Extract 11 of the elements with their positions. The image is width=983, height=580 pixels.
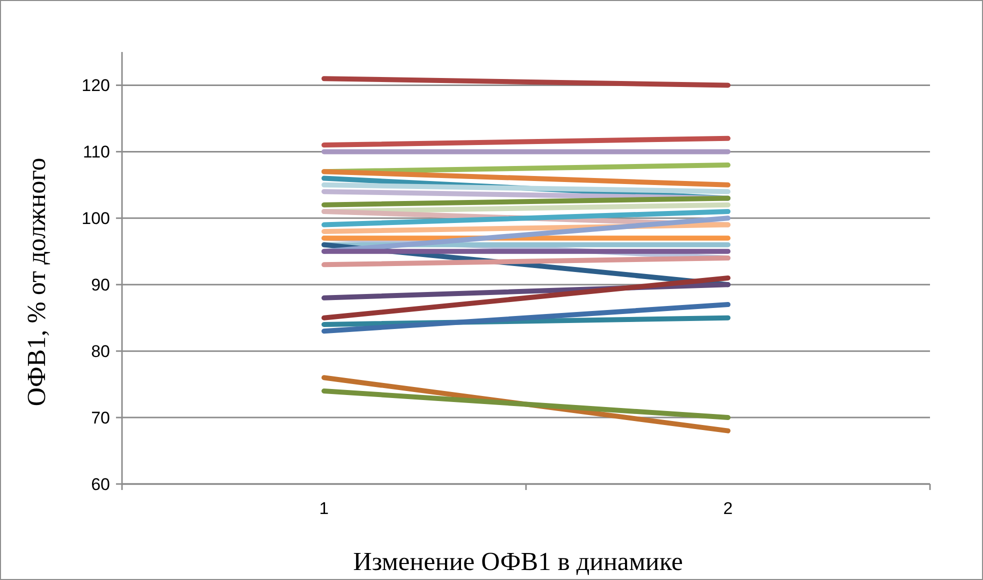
y-tick-label: 60 <box>91 474 110 494</box>
y-tick-label: 70 <box>91 408 110 428</box>
x-tick-label: 2 <box>723 499 733 518</box>
x-axis-title: Изменение ОФВ1 в динамике <box>353 547 683 576</box>
y-tick-label: 120 <box>82 76 110 96</box>
y-axis-title: ОФВ1, % от должного <box>22 158 51 406</box>
y-tick-label: 90 <box>91 276 110 295</box>
y-tick-label: 110 <box>82 142 110 162</box>
y-tick-label: 80 <box>91 342 110 362</box>
y-tick-label: 100 <box>82 209 110 228</box>
x-tick-label: 1 <box>319 499 329 518</box>
